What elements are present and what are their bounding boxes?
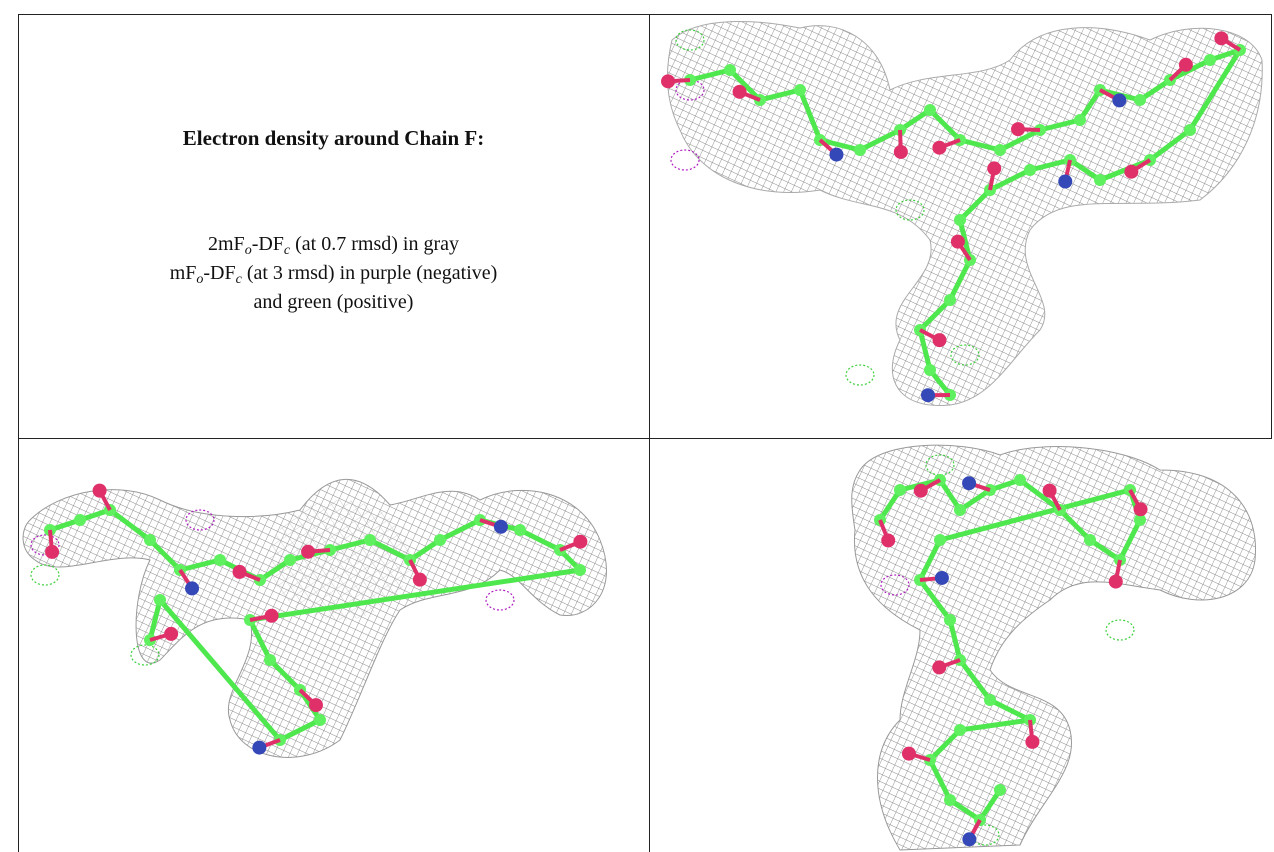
density-image-2 (23, 479, 606, 757)
atom (1184, 124, 1196, 136)
atom (944, 614, 956, 626)
atom (914, 484, 928, 498)
atom (924, 104, 936, 116)
caption-body: 2mFo-DFc (at 0.7 rmsd) in gray mFo-DFc (… (18, 230, 649, 317)
atom (314, 714, 326, 726)
atom (954, 504, 966, 516)
atom (573, 535, 587, 549)
atom (494, 520, 508, 534)
atom (264, 654, 276, 666)
atom (954, 214, 966, 226)
difference-density (846, 365, 874, 385)
atom (854, 144, 866, 156)
atom (987, 161, 1001, 175)
atom (434, 534, 446, 546)
atom (794, 84, 806, 96)
text: mF (170, 262, 197, 284)
difference-density (1106, 620, 1134, 640)
text: (at 0.7 rmsd) in gray (290, 233, 459, 255)
atom (1074, 114, 1086, 126)
atom (1204, 54, 1216, 66)
atom (284, 554, 296, 566)
atom (1109, 575, 1123, 589)
atom (45, 545, 59, 559)
atom (1058, 174, 1072, 188)
atom (185, 581, 199, 595)
atom (962, 832, 976, 846)
atom (962, 476, 976, 490)
text: and green (positive) (254, 291, 414, 313)
atom (924, 364, 936, 376)
atom (932, 141, 946, 155)
atom (1011, 122, 1025, 136)
atom (1025, 735, 1039, 749)
atom (881, 533, 895, 547)
caption-line: and green (positive) (18, 288, 649, 317)
caption-line: 2mFo-DFc (at 0.7 rmsd) in gray (18, 230, 649, 259)
atom (93, 484, 107, 498)
atom (233, 565, 247, 579)
caption-line: mFo-DFc (at 3 rmsd) in purple (negative) (18, 259, 649, 288)
atom (954, 724, 966, 736)
subscript: o (245, 243, 252, 258)
atom (154, 594, 166, 606)
atom (932, 660, 946, 674)
atom (902, 747, 916, 761)
atom (1179, 58, 1193, 72)
atom (733, 85, 747, 99)
atom (1014, 474, 1026, 486)
difference-density (486, 590, 514, 610)
atom (214, 554, 226, 566)
atom (1214, 31, 1228, 45)
page: Electron density around Chain F: 2mFo-DF… (0, 0, 1274, 852)
text: (at 3 rmsd) in purple (negative) (242, 262, 497, 284)
atom (724, 64, 736, 76)
atom (1024, 164, 1036, 176)
atom (164, 627, 178, 641)
atom (829, 148, 843, 162)
atom (413, 573, 427, 587)
atom (1084, 534, 1096, 546)
atom (1043, 484, 1057, 498)
atom (301, 545, 315, 559)
text: -DF (252, 233, 284, 255)
atom (1134, 502, 1148, 516)
atom (994, 144, 1006, 156)
atom (994, 784, 1006, 796)
atom (934, 534, 946, 546)
caption-title: Electron density around Chain F: (18, 126, 649, 151)
atom (1112, 93, 1126, 107)
atom (309, 698, 323, 712)
atom (514, 524, 526, 536)
atom (265, 609, 279, 623)
atom (951, 235, 965, 249)
atom (935, 571, 949, 585)
atom (933, 333, 947, 347)
difference-density (31, 565, 59, 585)
atom (364, 534, 376, 546)
caption-cell: Electron density around Chain F: 2mFo-DF… (18, 14, 649, 438)
atom (894, 145, 908, 159)
atom (1094, 174, 1106, 186)
atom (661, 74, 675, 88)
atom (252, 741, 266, 755)
text: -DF (203, 262, 235, 284)
atom (1134, 94, 1146, 106)
atom (944, 294, 956, 306)
atom (574, 564, 586, 576)
text: 2mF (208, 233, 245, 255)
density-image-1 (661, 21, 1262, 405)
atom (1124, 165, 1138, 179)
atom (984, 694, 996, 706)
atom (921, 388, 935, 402)
atom (944, 794, 956, 806)
atom (144, 534, 156, 546)
density-image-3 (852, 445, 1256, 850)
atom (74, 514, 86, 526)
atom (894, 484, 906, 496)
